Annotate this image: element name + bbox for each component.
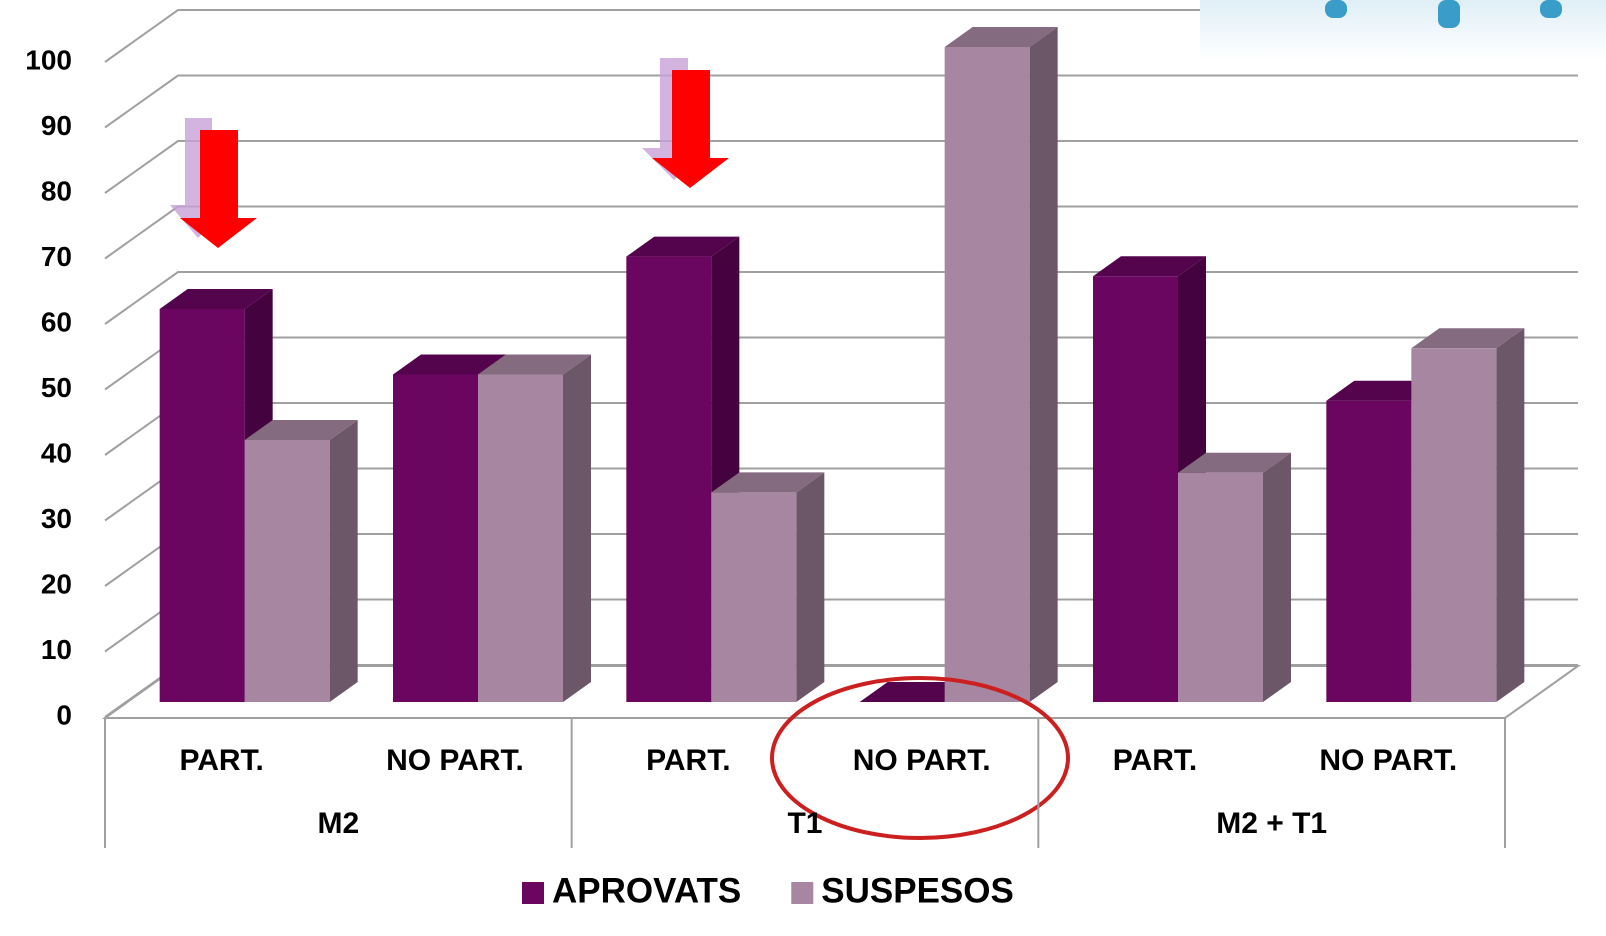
group-label: M2 + T1	[1216, 807, 1327, 840]
x-tick-label: PART.	[179, 744, 263, 777]
bar	[478, 374, 563, 702]
grid-line	[104, 9, 1578, 63]
decoration	[170, 0, 1606, 840]
bar	[626, 256, 712, 702]
legend-swatch	[522, 882, 544, 904]
bar-top	[1411, 328, 1525, 349]
bar	[244, 440, 330, 702]
y-tick-label: 40	[41, 437, 72, 468]
bar-side	[329, 420, 358, 702]
grid-line	[104, 205, 1578, 260]
x-tick-label: PART.	[646, 744, 730, 777]
y-tick-label: 100	[25, 44, 72, 75]
bar	[159, 309, 245, 702]
bar-top	[711, 472, 825, 493]
plot-marks	[159, 27, 1525, 702]
grid-line	[104, 74, 1578, 129]
grid-line	[104, 271, 1578, 325]
labels: 0 10 20 30 40 50 60 70 80 90 100 PART. NO PART. PART.…	[25, 44, 1506, 910]
bar-side	[1029, 27, 1058, 702]
corner-image-figure	[1325, 0, 1347, 18]
bar-side	[563, 354, 591, 702]
y-tick-label: 60	[41, 306, 72, 337]
bar-side	[1496, 328, 1525, 702]
corner-image-figure	[1540, 0, 1562, 18]
bar-side	[796, 472, 825, 702]
bar-top	[944, 27, 1058, 47]
y-tick-label: 90	[41, 110, 72, 141]
bar	[1326, 400, 1412, 702]
x-tick-label: PART.	[1113, 744, 1197, 777]
legend-swatch	[791, 882, 814, 904]
bar-top	[393, 354, 506, 375]
group-label: M2	[317, 807, 359, 840]
y-tick-label: 20	[41, 568, 72, 599]
y-tick-label: 70	[41, 241, 72, 272]
arrow	[652, 70, 729, 188]
y-tick-label: 30	[41, 503, 72, 534]
corner-image-figure	[1438, 0, 1460, 28]
bar	[1093, 276, 1178, 702]
bar-top	[1093, 256, 1206, 277]
corner-image	[1200, 0, 1606, 60]
y-tick-label: 0	[56, 699, 72, 730]
highlight-ellipse	[770, 676, 1070, 840]
bar-top	[478, 354, 591, 375]
arrow	[180, 130, 257, 248]
grid-line	[104, 140, 1578, 194]
y-tick-label: 10	[41, 634, 72, 665]
legend-label: SUSPESOS	[821, 871, 1014, 910]
x-tick-label: NO PART.	[1319, 744, 1457, 777]
bar-top	[859, 682, 973, 702]
legend-label: APROVATS	[552, 871, 741, 910]
bar-top	[244, 420, 358, 440]
bar	[944, 47, 1030, 702]
bar-side	[1263, 452, 1291, 702]
bar-top	[1326, 380, 1440, 401]
group-label: T1	[787, 807, 822, 840]
y-tick-label: 50	[41, 372, 72, 403]
bar	[711, 492, 797, 702]
y-tick-label: 80	[41, 175, 72, 206]
bar	[393, 374, 478, 702]
x-tick-label: NO PART.	[386, 744, 524, 777]
x-tick-label: NO PART.	[853, 744, 991, 777]
bar-top	[1178, 452, 1291, 473]
bar-top	[626, 236, 740, 257]
bar	[1178, 472, 1263, 702]
bar-top	[159, 289, 273, 309]
bar	[1411, 348, 1497, 702]
